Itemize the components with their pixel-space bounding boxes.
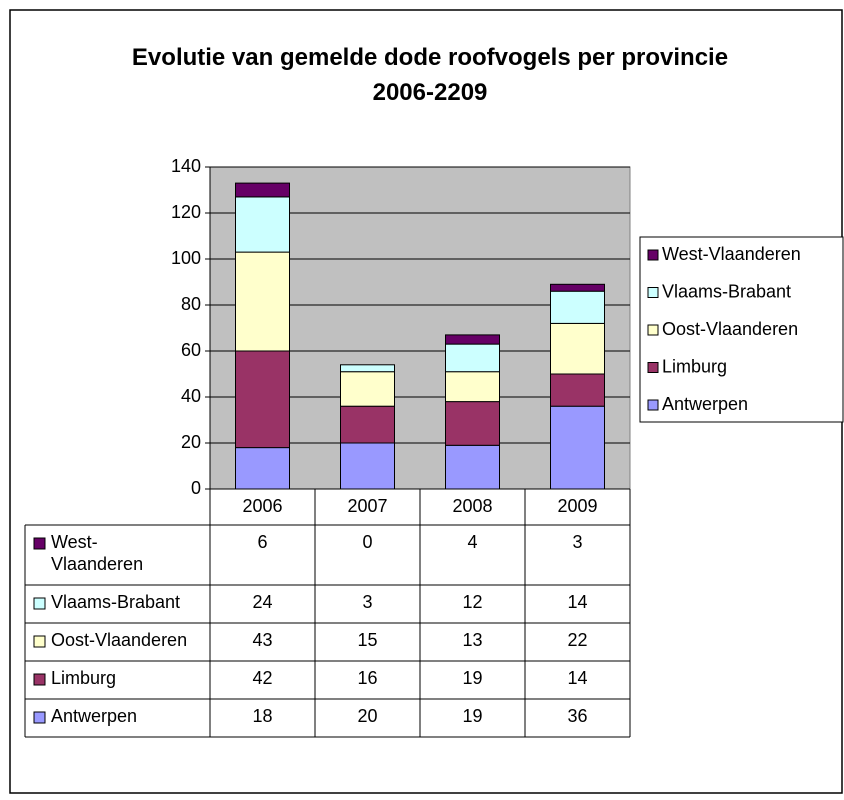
table-swatch [33,635,46,648]
table-row-label: West-Vlaanderen [51,532,144,574]
x-tick-label: 2006 [242,496,282,516]
table-row-label: Antwerpen [51,706,138,726]
table-value: 18 [252,706,272,726]
bar-segment [235,251,290,352]
table-row-label: Vlaams-Brabant [51,592,181,612]
legend-label: Vlaams-Brabant [662,281,791,301]
y-tick-label: 120 [171,202,201,222]
table-value: 6 [257,532,267,552]
bar-segment [445,444,500,490]
x-tick-label: 2008 [452,496,492,516]
bar-segment [550,373,605,407]
y-tick-label: 60 [181,340,201,360]
bar-segment [235,196,290,253]
y-tick-label: 80 [181,294,201,314]
table-value: 15 [357,630,377,650]
bar-segment [235,182,290,198]
table-swatch [33,673,46,686]
table-value: 14 [567,592,587,612]
table-value: 36 [567,706,587,726]
bar-segment [340,405,395,444]
y-tick-label: 40 [181,386,201,406]
bar-segment [340,442,395,490]
x-tick-label: 2009 [557,496,597,516]
table-value: 19 [462,706,482,726]
bar-segment [445,371,500,403]
row-label-box: Limburg [51,668,117,688]
table-value: 0 [362,532,372,552]
y-tick-label: 140 [171,156,201,176]
legend-swatch [647,399,659,411]
legend-swatch [647,287,659,298]
bar-segment [235,447,290,490]
legend-swatch [647,249,659,261]
table-row-label: Limburg [51,668,117,688]
legend-box [639,236,844,423]
row-label-box: West-Vlaanderen [51,532,144,574]
table-row-label: Oost-Vlaanderen [51,630,188,650]
table-value: 14 [567,668,587,688]
bar-segment [550,283,605,292]
legend-label: Limburg [662,356,727,376]
legend-label: Antwerpen [662,394,748,414]
table-value: 24 [252,592,272,612]
y-tick-label: 20 [181,432,201,452]
bar-segment [340,364,395,373]
bar-segment [235,350,290,449]
row-label-box: Vlaams-Brabant [51,592,181,612]
row-label-box: Oost-Vlaanderen [51,630,188,650]
chart-title: Evolutie van gemelde dode roofvogels per… [131,44,729,106]
table-value: 22 [567,630,587,650]
table-value: 3 [572,532,582,552]
table-value: 13 [462,630,482,650]
row-label-box: Antwerpen [51,706,138,726]
title-box: Evolutie van gemelde dode roofvogels per… [131,44,729,106]
bar-segment [340,371,395,407]
y-tick-label: 0 [191,478,201,498]
bar-segment [550,322,605,375]
table-swatch [33,537,46,550]
legend-swatch [647,362,659,373]
table-value: 19 [462,668,482,688]
bar-segment [445,343,500,373]
table-swatch [33,711,46,724]
bar-segment [550,290,605,324]
legend-label: Oost-Vlaanderen [662,319,798,339]
bar-segment [445,334,500,345]
x-tick-label: 2007 [347,496,387,516]
table-value: 42 [252,668,272,688]
table-value: 4 [467,532,477,552]
table-value: 16 [357,668,377,688]
bar-segment [445,401,500,446]
table-value: 3 [362,592,372,612]
table-value: 12 [462,592,482,612]
table-value: 20 [357,706,377,726]
legend-label: West-Vlaanderen [662,244,801,264]
y-tick-label: 100 [171,248,201,268]
legend-swatch [647,324,659,336]
table-swatch [33,597,46,610]
bar-segment [550,405,605,490]
table-value: 43 [252,630,272,650]
